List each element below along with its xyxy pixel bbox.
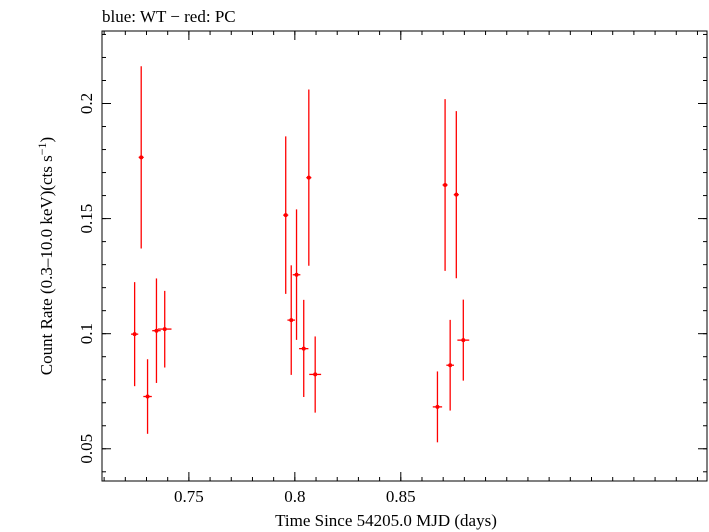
data-marker	[306, 175, 311, 180]
data-point	[453, 111, 459, 279]
x-axis-label: Time Since 54205.0 MJD (days)	[275, 511, 497, 530]
y-tick-label: 0.05	[77, 434, 96, 464]
data-marker	[461, 338, 466, 343]
x-tick-label: 0.75	[174, 487, 204, 506]
x-tick-label: 0.8	[284, 487, 305, 506]
x-tick-label: 0.85	[386, 487, 416, 506]
data-point	[292, 209, 301, 340]
y-tick-label: 0.15	[77, 204, 96, 234]
data-point	[157, 290, 172, 368]
data-marker	[162, 327, 167, 332]
y-axis-label-main: Count Rate (0.3–10.0 keV)(cts s	[37, 155, 56, 375]
data-marker	[294, 272, 299, 277]
data-marker	[443, 182, 448, 187]
chart-title: blue: WT − red: PC	[102, 7, 236, 26]
data-point	[299, 299, 309, 397]
data-marker	[289, 318, 294, 323]
y-tick-label: 0.2	[77, 93, 96, 114]
y-axis-label-superscript: −1	[35, 142, 49, 155]
data-marker	[301, 346, 306, 351]
plot-frame	[101, 30, 708, 482]
data-marker	[145, 394, 150, 399]
data-point	[138, 66, 144, 249]
data-marker	[313, 372, 318, 377]
data-point	[309, 336, 322, 413]
data-point	[457, 299, 470, 381]
data-point	[287, 265, 296, 375]
data-point	[306, 89, 312, 266]
data-marker	[154, 328, 159, 333]
data-point	[131, 282, 139, 387]
data-marker	[448, 363, 453, 368]
data-marker	[283, 213, 288, 218]
data-marker	[435, 404, 440, 409]
x-axis-ticks: 0.75 0.8 0.85	[103, 31, 698, 506]
data-points	[131, 66, 470, 443]
data-marker	[139, 155, 144, 160]
y-axis-label: Count Rate (0.3–10.0 keV)(cts s−1)	[35, 137, 56, 375]
y-axis-label-close: )	[37, 137, 56, 143]
y-axis-ticks: 0.05 0.1 0.15 0.2	[77, 33, 707, 473]
data-point	[283, 136, 289, 294]
data-point	[152, 278, 161, 383]
y-tick-label: 0.1	[77, 323, 96, 344]
data-point	[143, 359, 152, 434]
data-point	[442, 99, 448, 271]
data-marker	[132, 332, 137, 337]
data-marker	[454, 192, 459, 197]
data-point	[432, 371, 443, 443]
data-point	[446, 319, 454, 411]
